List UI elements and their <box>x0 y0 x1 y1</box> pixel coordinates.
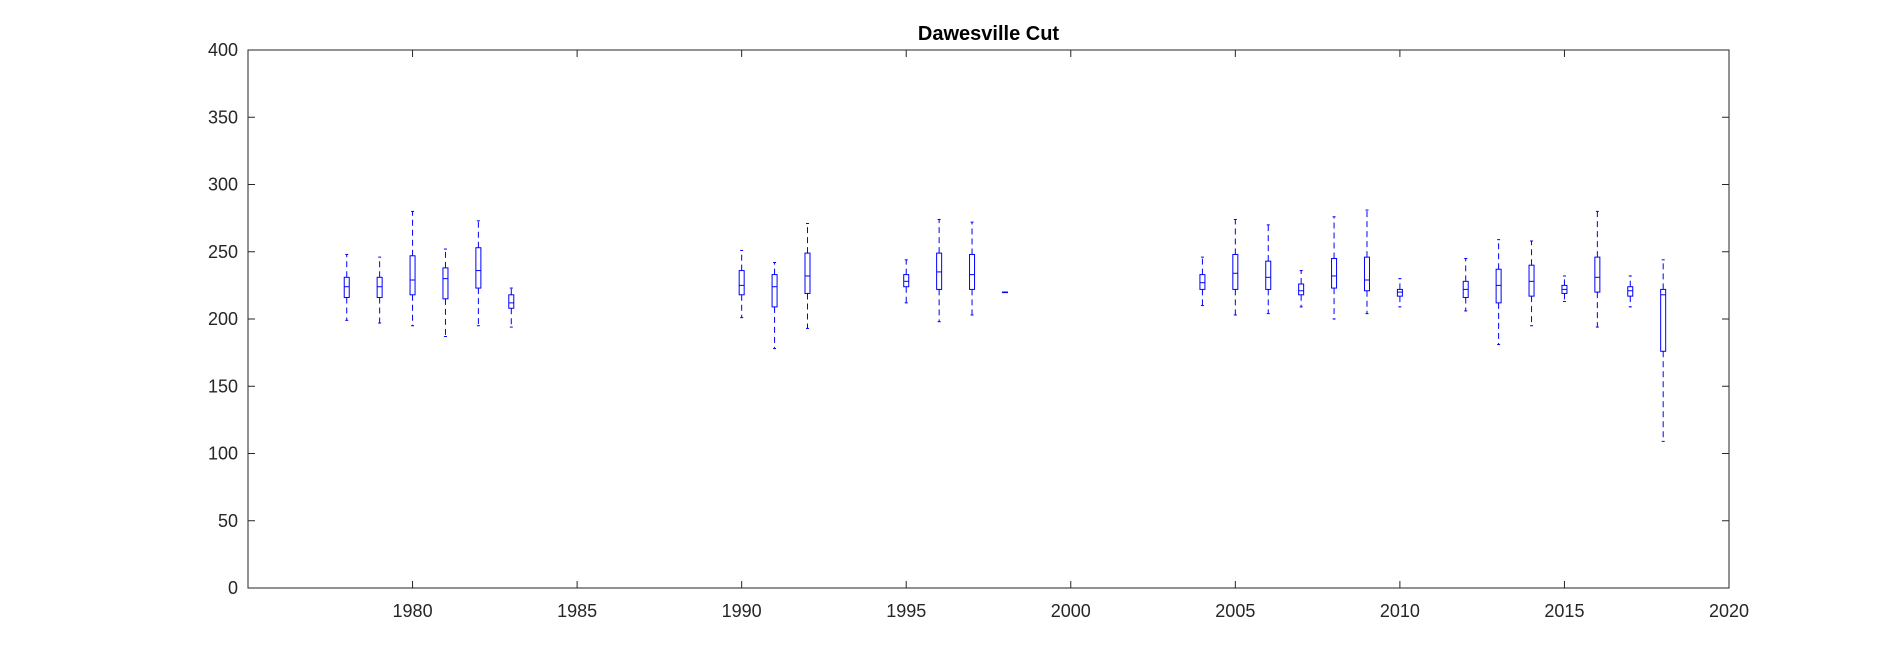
box-1982 <box>475 220 482 327</box>
x-axis: 1980 1985 1990 1995 2000 2005 2010 2015 2020 <box>393 50 1749 621</box>
box-iqr <box>771 274 778 308</box>
box-iqr <box>409 255 416 296</box>
box-2005 <box>1232 218 1239 316</box>
box-2015 <box>1561 275 1568 303</box>
box-2012 <box>1462 257 1469 312</box>
box-iqr <box>1199 274 1206 290</box>
box-series <box>343 209 1667 442</box>
box-1981 <box>442 248 449 337</box>
y-tick-label: 150 <box>208 376 238 396</box>
box-iqr <box>1627 286 1634 297</box>
y-tick-label: 300 <box>208 175 238 195</box>
y-tick-label: 200 <box>208 309 238 329</box>
box-iqr <box>442 267 449 300</box>
box-2006 <box>1265 224 1272 315</box>
y-tick-label: 0 <box>228 578 238 598</box>
x-tick-label: 2015 <box>1544 601 1584 621</box>
x-tick-label: 1985 <box>557 601 597 621</box>
box-iqr <box>1363 256 1370 292</box>
chart-title: Dawesville Cut <box>918 23 1060 45</box>
box-2017 <box>1627 275 1634 308</box>
box-2016 <box>1594 210 1601 328</box>
y-tick-label: 400 <box>208 40 238 60</box>
box-1992 <box>804 223 811 329</box>
box-iqr <box>1232 253 1239 290</box>
box-2008 <box>1331 216 1338 320</box>
box-1995 <box>903 259 910 304</box>
box-1978 <box>343 253 350 321</box>
box-1996 <box>936 218 943 323</box>
box-iqr <box>475 247 482 289</box>
box-iqr <box>738 270 745 296</box>
box-2009 <box>1363 209 1370 315</box>
box-iqr <box>1331 257 1338 289</box>
x-tick-label: 1980 <box>393 601 433 621</box>
y-tick-label: 250 <box>208 242 238 262</box>
x-tick-label: 2005 <box>1215 601 1255 621</box>
box-1997 <box>969 221 976 316</box>
box-iqr <box>1298 283 1305 296</box>
box-1991 <box>771 262 778 350</box>
box-1998 <box>1001 291 1008 294</box>
box-1980 <box>409 210 416 327</box>
box-iqr <box>376 276 383 298</box>
box-iqr <box>804 252 811 294</box>
box-2018 <box>1660 259 1667 442</box>
box-iqr <box>508 294 515 309</box>
box-iqr <box>1660 288 1667 352</box>
box-2014 <box>1528 240 1535 327</box>
box-2004 <box>1199 256 1206 307</box>
box-iqr <box>1594 256 1601 293</box>
plot-area <box>247 49 1730 589</box>
x-tick-label: 2010 <box>1380 601 1420 621</box>
x-tick-label: 1995 <box>886 601 926 621</box>
box-iqr <box>1528 264 1535 297</box>
box-1990 <box>738 249 745 319</box>
x-tick-label: 2000 <box>1051 601 1091 621</box>
box-iqr <box>936 252 943 290</box>
box-iqr <box>1396 288 1403 297</box>
box-2013 <box>1495 239 1502 346</box>
y-tick-label: 350 <box>208 107 238 127</box>
box-iqr <box>343 276 350 298</box>
box-iqr <box>969 253 976 290</box>
x-tick-label: 1990 <box>722 601 762 621</box>
y-tick-label: 100 <box>208 444 238 464</box>
x-tick-label: 2020 <box>1709 601 1749 621</box>
box-iqr <box>903 274 910 288</box>
box-iqr <box>1495 268 1502 304</box>
box-2007 <box>1298 270 1305 308</box>
box-2010 <box>1396 278 1403 308</box>
y-tick-label: 50 <box>218 511 238 531</box>
box-iqr <box>1265 260 1272 290</box>
y-axis: 0 50 100 150 200 250 300 350 400 <box>208 40 1729 598</box>
box-1979 <box>376 256 383 324</box>
box-1983 <box>508 287 515 328</box>
